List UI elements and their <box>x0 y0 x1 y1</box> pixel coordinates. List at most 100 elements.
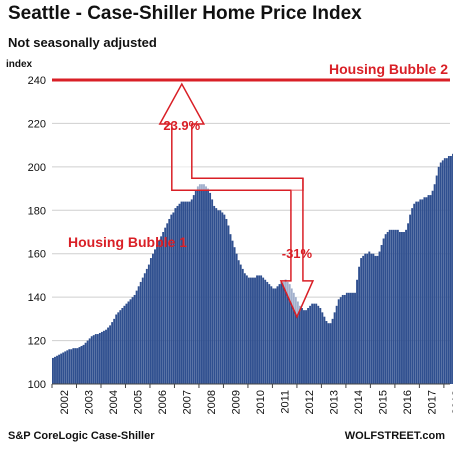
x-tick-label: 2004 <box>108 390 120 414</box>
bar <box>203 184 205 384</box>
bar <box>335 305 338 384</box>
bar <box>72 348 75 384</box>
bar <box>205 186 207 384</box>
bar <box>113 318 116 384</box>
bar <box>68 349 71 384</box>
bar <box>88 338 91 384</box>
bar <box>127 301 130 384</box>
bar <box>260 275 263 384</box>
x-tick-label: 2002 <box>59 390 71 414</box>
bar <box>200 184 203 384</box>
bar <box>135 290 138 384</box>
bar <box>125 303 128 384</box>
bar <box>309 305 312 384</box>
bar <box>213 205 216 384</box>
bar <box>268 284 271 384</box>
bar <box>435 175 438 384</box>
y-tick-label: 140 <box>28 292 46 304</box>
x-tick-label: 2010 <box>255 390 267 414</box>
y-tick-label: 200 <box>28 162 46 174</box>
bar <box>211 199 214 384</box>
chart-subtitle: Not seasonally adjusted <box>8 35 157 50</box>
bar <box>92 335 95 384</box>
bar <box>64 351 67 384</box>
bar <box>107 327 109 384</box>
x-tick-label: 2003 <box>84 390 96 414</box>
bar <box>386 232 389 384</box>
bar <box>90 336 93 384</box>
bar <box>333 312 336 384</box>
bar <box>152 253 154 384</box>
bar <box>411 208 414 384</box>
bar <box>358 266 361 384</box>
bar <box>378 251 381 384</box>
bar <box>109 325 112 384</box>
bar <box>303 310 305 384</box>
bar <box>409 214 412 384</box>
bar <box>343 294 346 384</box>
bar <box>217 210 220 384</box>
bar <box>394 229 397 384</box>
bar <box>372 253 375 384</box>
bar <box>307 308 310 384</box>
bar <box>243 273 246 384</box>
y-tick-label: 160 <box>28 249 46 261</box>
bar <box>180 201 183 384</box>
bar <box>241 268 244 384</box>
y-tick-label: 120 <box>28 336 46 348</box>
x-tick-label: 2007 <box>182 390 194 414</box>
bar <box>56 355 58 384</box>
bar <box>256 275 258 384</box>
bar <box>168 218 171 384</box>
x-tick-label: 2009 <box>231 390 243 414</box>
bar <box>398 232 401 384</box>
bar <box>227 225 230 384</box>
bar <box>425 197 428 384</box>
bar <box>301 308 303 384</box>
bar <box>166 223 169 384</box>
source-note: S&P CoreLogic Case-Shiller <box>8 430 155 442</box>
bar <box>296 301 299 384</box>
annotation-increase-percent: 23.9% <box>163 118 200 133</box>
annotation-decrease-percent: -31% <box>282 246 313 261</box>
bar <box>215 208 218 384</box>
bar <box>354 292 356 384</box>
bar <box>239 264 242 384</box>
bar <box>194 190 197 384</box>
decrease-arrow <box>279 178 315 319</box>
bar <box>188 201 191 384</box>
bar <box>156 245 158 384</box>
bar <box>162 232 165 384</box>
increase-arrow <box>158 82 304 191</box>
bar <box>178 203 181 384</box>
bar <box>229 234 232 384</box>
bar <box>288 284 291 384</box>
bar <box>370 253 373 384</box>
x-tick-label: 2014 <box>353 390 365 414</box>
bar <box>86 340 89 384</box>
bar <box>364 253 367 384</box>
bar <box>145 268 148 384</box>
bar <box>284 279 287 384</box>
bar <box>111 322 114 384</box>
bar <box>82 344 85 384</box>
bar <box>450 156 452 384</box>
bar <box>131 297 134 384</box>
bar <box>282 281 285 384</box>
bar <box>58 354 61 384</box>
bar <box>119 310 122 384</box>
bar <box>441 160 444 384</box>
bar <box>52 357 54 384</box>
bar <box>374 255 377 384</box>
bar <box>121 308 124 384</box>
y-tick-label: 180 <box>28 205 46 217</box>
bar <box>327 323 330 384</box>
bar <box>401 232 403 384</box>
y-tick-label: 220 <box>28 118 46 130</box>
bar <box>390 229 393 384</box>
bar <box>182 201 185 384</box>
bar <box>115 314 118 384</box>
bar <box>278 284 281 384</box>
bar <box>294 297 297 384</box>
bar <box>174 208 177 384</box>
